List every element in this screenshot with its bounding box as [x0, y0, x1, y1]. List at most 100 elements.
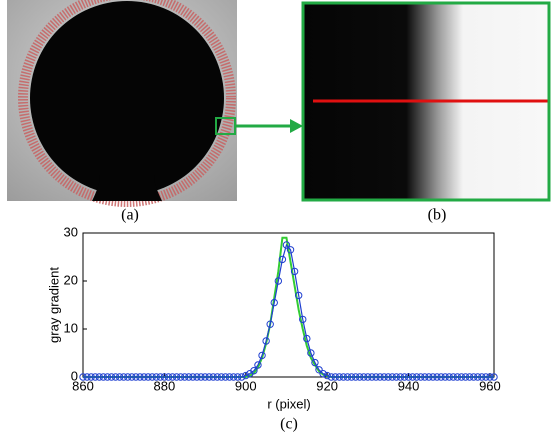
- data-point: [417, 373, 425, 381]
- y-tick-label: 30: [64, 224, 78, 239]
- panel-label: (a): [121, 207, 139, 224]
- y-tick-label: 20: [64, 272, 78, 287]
- data-point: [87, 373, 95, 381]
- data-point: [453, 373, 462, 381]
- data-point: [380, 373, 388, 381]
- data-point: [274, 277, 283, 285]
- data-point: [115, 373, 124, 381]
- data-point: [95, 373, 103, 381]
- data-point: [225, 373, 234, 381]
- data-point: [356, 373, 364, 381]
- image-b: [301, 1, 551, 202]
- data-point: [474, 373, 482, 381]
- data-point: [364, 373, 372, 381]
- data-point: [119, 373, 128, 381]
- data-point: [392, 373, 401, 381]
- data-point: [311, 358, 319, 367]
- data-point: [412, 373, 421, 381]
- data-point: [164, 373, 173, 381]
- data-point: [445, 373, 453, 381]
- data-point: [331, 373, 339, 381]
- data-point: [482, 373, 490, 381]
- data-point: [156, 373, 165, 381]
- series-line: [83, 236, 494, 378]
- data-point: [233, 373, 242, 381]
- data-point: [490, 373, 498, 381]
- x-tick-label: 900: [235, 378, 257, 393]
- x-tick-label: 920: [316, 378, 338, 393]
- data-point: [168, 373, 177, 381]
- panel-label: (b): [428, 207, 447, 224]
- x-tick-label: 880: [154, 378, 176, 393]
- data-point: [254, 361, 262, 369]
- data-point: [152, 373, 160, 381]
- data-point: [136, 373, 144, 381]
- data-point: [323, 371, 331, 380]
- data-point: [111, 373, 120, 381]
- data-point: [229, 373, 238, 381]
- data-point: [303, 334, 311, 343]
- arrow-head: [290, 119, 303, 133]
- data-point: [128, 373, 136, 381]
- y-axis-label: gray gradient: [46, 267, 61, 343]
- y-tick-label: 10: [64, 320, 78, 335]
- data-point: [465, 373, 474, 381]
- data-point: [217, 373, 226, 381]
- x-axis-label: r (pixel): [267, 396, 310, 411]
- data-point: [79, 373, 87, 381]
- data-point: [469, 373, 478, 381]
- data-point: [258, 351, 266, 360]
- data-point: [408, 373, 417, 381]
- data-point: [449, 373, 458, 381]
- data-point: [290, 267, 299, 276]
- data-point: [368, 373, 376, 381]
- data-point: [132, 373, 140, 381]
- data-point: [319, 369, 327, 378]
- data-point: [266, 320, 274, 328]
- data-point: [360, 373, 368, 381]
- data-point: [83, 373, 91, 381]
- y-tick-label: 0: [71, 368, 78, 383]
- data-point: [351, 373, 360, 381]
- data-point: [278, 255, 287, 264]
- data-point: [242, 371, 250, 380]
- series-line: [83, 243, 494, 378]
- data-point: [437, 373, 445, 381]
- data-point: [400, 373, 409, 381]
- data-point: [396, 373, 405, 381]
- data-point: [148, 373, 156, 381]
- data-point: [429, 373, 437, 381]
- data-point: [99, 373, 108, 381]
- data-point: [262, 337, 270, 345]
- data-point: [384, 373, 392, 381]
- data-point: [221, 373, 230, 381]
- data-point: [270, 298, 278, 307]
- data-point: [201, 373, 209, 381]
- data-point: [172, 373, 181, 381]
- data-point: [327, 373, 335, 381]
- data-point: [250, 367, 258, 375]
- data-point: [176, 373, 185, 381]
- panel-label: (c): [280, 416, 298, 433]
- image-a: [7, 0, 237, 207]
- data-point: [213, 373, 221, 381]
- data-point: [307, 349, 315, 357]
- data-point: [335, 373, 344, 381]
- data-point: [193, 373, 201, 381]
- x-tick-label: 940: [398, 378, 420, 393]
- data-point: [294, 291, 303, 300]
- data-point: [238, 373, 246, 381]
- data-point: [315, 366, 323, 374]
- data-point: [140, 373, 148, 381]
- data-point: [160, 373, 169, 381]
- data-point: [205, 373, 213, 381]
- data-point: [197, 373, 205, 381]
- data-point: [404, 373, 413, 381]
- data-point: [286, 246, 295, 254]
- data-point: [185, 373, 193, 381]
- data-point: [461, 373, 470, 381]
- data-point: [441, 373, 449, 381]
- data-point: [343, 373, 352, 381]
- data-point: [339, 373, 348, 381]
